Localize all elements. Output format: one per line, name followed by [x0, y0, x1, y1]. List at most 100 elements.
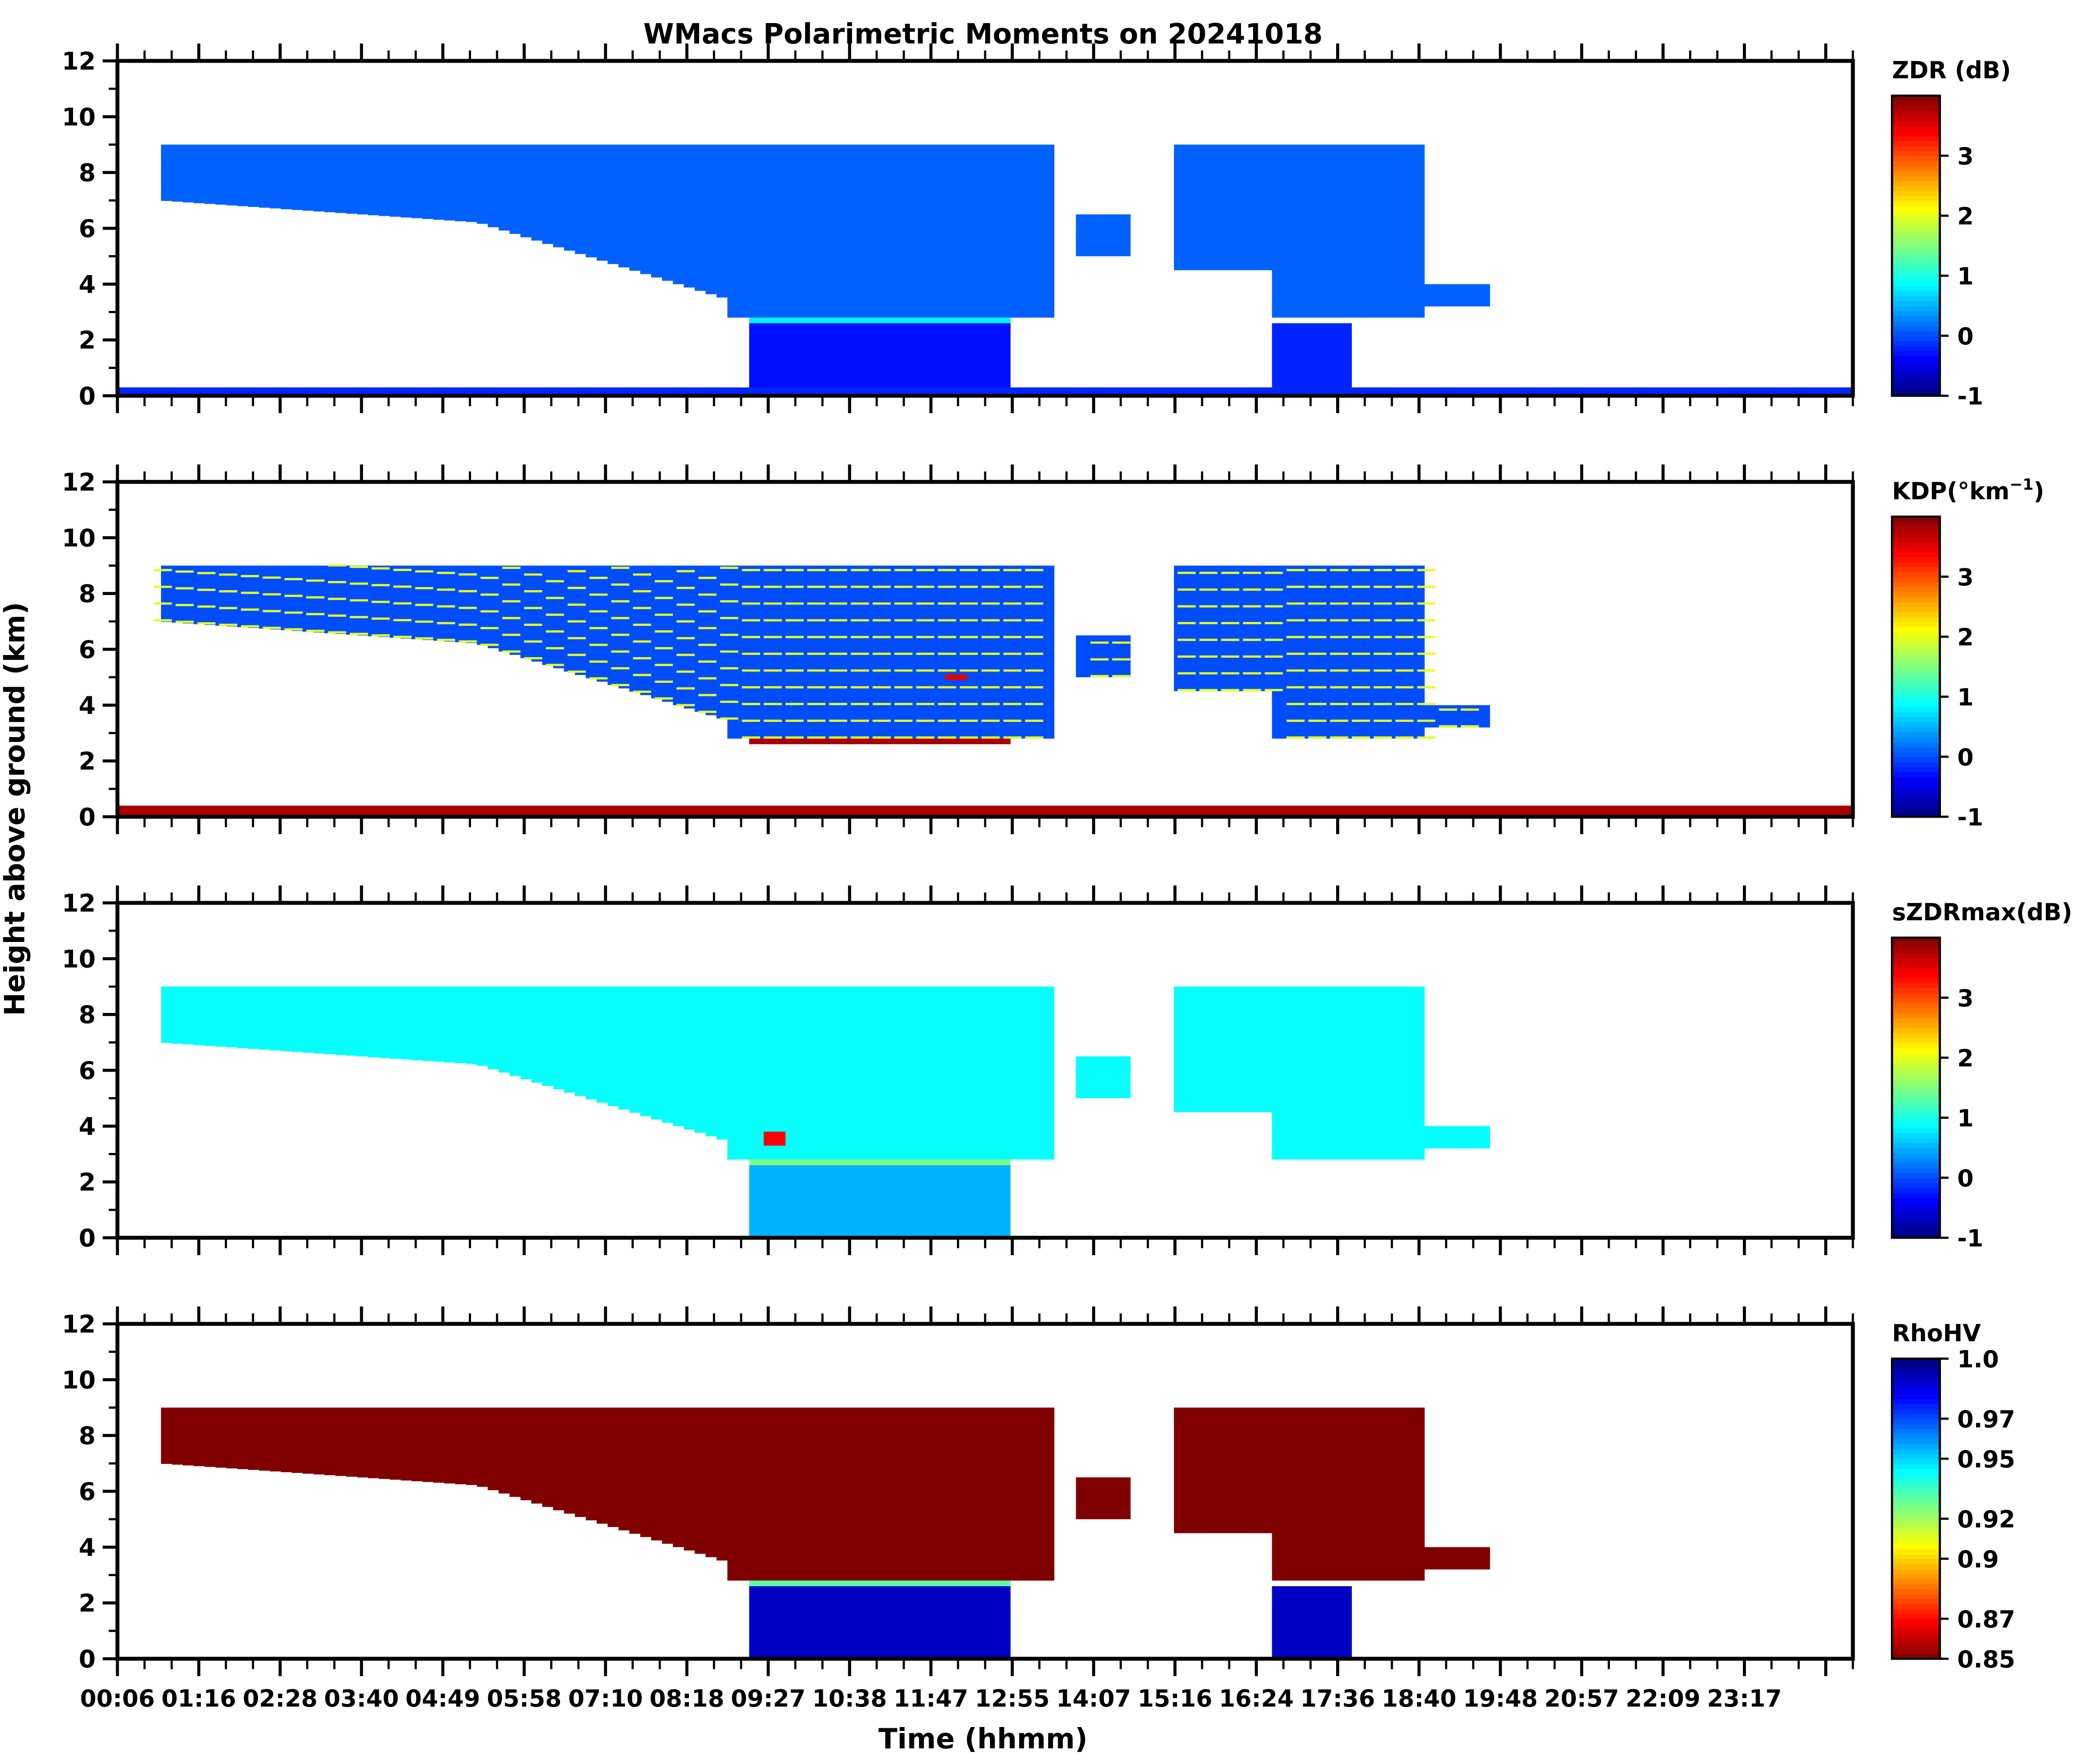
echo-column [1348, 144, 1360, 318]
colorbar-tick-label: 2 [1957, 203, 1974, 230]
echo-column [194, 565, 205, 625]
feature-band [1308, 619, 1327, 621]
echo-column [433, 986, 445, 1062]
echo-column [956, 565, 967, 739]
feature-band [655, 680, 673, 683]
echo-column [629, 986, 641, 1113]
colorbar-swatch [1892, 687, 1940, 692]
colorbar-swatch [1892, 1203, 1940, 1208]
colorbar-label: KDP(°km−1) [1892, 476, 2044, 505]
echo-column [673, 144, 684, 284]
echo-column [1446, 284, 1458, 307]
feature-band [959, 719, 978, 722]
feature-band [1286, 602, 1305, 605]
feature-band [633, 573, 652, 576]
x-tick-label: 23:17 [1707, 1685, 1782, 1712]
colorbar-swatch [1892, 256, 1940, 261]
echo-column [814, 144, 826, 318]
echo-column [302, 1407, 314, 1474]
feature-band [1221, 622, 1240, 625]
echo-column [1272, 565, 1283, 739]
colorbar-tick-label: 3 [1957, 564, 1974, 591]
echo-column [847, 565, 859, 739]
echo-column [542, 986, 554, 1086]
feature-band [1308, 602, 1327, 605]
colorbar-swatch [1892, 1102, 1940, 1108]
colorbar-swatch [1892, 692, 1940, 697]
echo-column [695, 986, 706, 1133]
colorbar-swatch [1892, 777, 1940, 782]
feature-band [1374, 602, 1392, 605]
feature-band [1286, 719, 1305, 722]
echo-column [967, 144, 978, 318]
colorbar-swatch [1892, 1032, 1940, 1038]
feature-band [1308, 686, 1327, 688]
feature-band [1395, 669, 1414, 672]
echo-column [498, 565, 510, 652]
echo-column [1468, 1126, 1479, 1149]
feature-band [1395, 569, 1414, 571]
echo-column [1304, 1407, 1316, 1581]
feature-band [1243, 588, 1261, 591]
feature-band [1286, 686, 1305, 688]
feature-band [1352, 719, 1370, 722]
echo-column [259, 986, 271, 1050]
echo-column [1294, 986, 1305, 1160]
y-tick-label: 8 [79, 1001, 96, 1029]
feature-band [655, 630, 673, 633]
colorbar-tick-label: -1 [1957, 1225, 1983, 1252]
echo-column [455, 144, 466, 221]
colorbar-swatch [1892, 1213, 1940, 1218]
y-tick-label: 2 [79, 748, 96, 776]
feature-band [1330, 602, 1348, 605]
colorbar-swatch [1892, 160, 1940, 166]
echo-column [1424, 705, 1436, 728]
feature-band [829, 686, 847, 688]
colorbar-swatch [1892, 251, 1940, 256]
echo-column [1032, 1407, 1044, 1581]
echo-column [357, 1407, 368, 1478]
colorbar-tick-label: 1 [1957, 684, 1974, 711]
feature-band [894, 652, 913, 655]
feature-band [785, 652, 804, 655]
colorbar-swatch [1892, 1138, 1940, 1143]
echo-column [194, 986, 205, 1046]
feature-band [1308, 652, 1327, 655]
colorbar-swatch [1892, 712, 1940, 717]
echo-column [760, 1407, 772, 1581]
echo-column [1457, 284, 1468, 307]
feature-band [720, 650, 739, 653]
colorbar-swatch [1892, 517, 1940, 522]
colorbar-swatch [1892, 150, 1940, 156]
feature-band [350, 565, 368, 568]
feature-melting-layer [749, 1580, 1011, 1587]
colorbar-swatch [1892, 1223, 1940, 1228]
x-tick-label: 19:48 [1463, 1685, 1538, 1712]
colorbar-swatch [1892, 271, 1940, 276]
colorbar-swatch [1892, 637, 1940, 642]
colorbar-swatch [1892, 1544, 1940, 1549]
echo-column [902, 986, 913, 1160]
echo-column [684, 565, 695, 709]
y-tick-label: 0 [79, 1645, 96, 1674]
feature-band [676, 670, 695, 673]
feature-band [1025, 703, 1043, 705]
feature-band [1112, 641, 1130, 644]
echo-column [226, 1407, 237, 1469]
echo-column [869, 565, 880, 739]
echo-column [1261, 986, 1272, 1113]
echo-column [1032, 565, 1044, 739]
feature-band [1374, 569, 1392, 571]
echo-column [1228, 1407, 1240, 1533]
feature-band [1352, 703, 1370, 705]
feature-band [589, 660, 608, 663]
echo-column [989, 565, 1000, 739]
feature-band [1352, 619, 1370, 621]
feature-band [1264, 622, 1283, 625]
echo-column [1272, 986, 1283, 1160]
feature-band [1286, 636, 1305, 638]
feature-band [1025, 736, 1043, 739]
echo-column [640, 986, 652, 1116]
colorbar-swatch [1892, 311, 1940, 316]
echo-column [357, 144, 368, 215]
